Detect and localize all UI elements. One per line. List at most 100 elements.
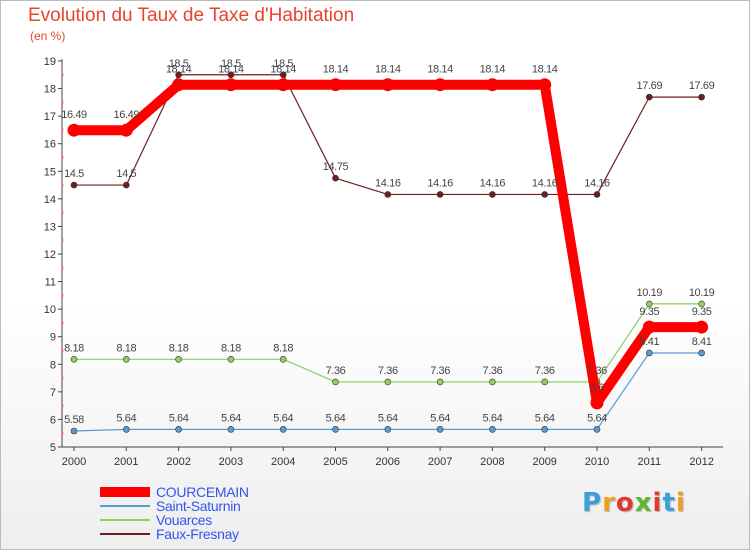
data-point — [384, 378, 392, 386]
data-label: 5.64 — [116, 412, 136, 424]
data-label: 5.64 — [326, 412, 346, 424]
x-tick-label: 2009 — [532, 456, 556, 468]
logo-letter: o — [615, 488, 635, 518]
data-point — [590, 396, 604, 410]
data-label: 18.5 — [273, 58, 293, 70]
data-point — [67, 123, 81, 137]
data-label: 5.64 — [221, 412, 241, 424]
x-tick-label: 2012 — [689, 456, 713, 468]
data-point — [538, 78, 552, 92]
legend-item-vouarces[interactable]: Vouarces — [100, 513, 249, 527]
data-label: 8.41 — [639, 336, 659, 348]
data-label: 14.16 — [532, 177, 558, 189]
x-tick-label: 2010 — [585, 456, 609, 468]
chart-title: Evolution du Taux de Taxe d'Habitation — [28, 5, 355, 26]
legend-item-faux-fresnay[interactable]: Faux-Fresnay — [100, 527, 249, 541]
data-point — [645, 93, 653, 101]
data-label: 7.36 — [378, 365, 398, 377]
data-label: 14.16 — [584, 177, 610, 189]
logo-letter: i — [652, 488, 663, 518]
data-point — [123, 356, 130, 363]
data-point — [436, 378, 444, 386]
legend-swatch-faux-fresnay — [100, 533, 150, 535]
data-point — [119, 123, 133, 137]
series-line-0 — [69, 79, 707, 408]
data-point — [436, 426, 444, 433]
data-labels-layer: 16.49 16.49 18.14 18.14 18.14 18.14 18.14 18.14… — [61, 58, 715, 426]
legend-label-courcemain: COURCEMAIN — [156, 484, 249, 500]
data-label: 8.41 — [692, 336, 712, 348]
data-point — [332, 426, 339, 433]
data-label: 14.5 — [116, 168, 136, 180]
x-tick-label: 2000 — [62, 456, 86, 468]
data-point — [384, 426, 392, 433]
legend-item-courcemain[interactable]: COURCEMAIN — [100, 485, 249, 499]
data-label: 18.14 — [532, 64, 558, 76]
chart-subtitle: (en %) — [30, 29, 66, 43]
data-label: 7.36 — [326, 365, 346, 377]
legend-swatch-courcemain — [100, 487, 150, 497]
data-label: 5.64 — [535, 412, 555, 424]
data-point — [123, 181, 130, 189]
axes: 5 6 7 8 9 10 11 12 13 14 15 16 17 18 19 2000 2001 2002 200… — [44, 56, 723, 468]
data-point — [489, 426, 496, 433]
y-tick-label: 11 — [45, 277, 56, 289]
data-point — [276, 78, 290, 92]
data-label: 5.58 — [64, 414, 84, 426]
legend-item-saint-saturnin[interactable]: Saint-Saturnin — [100, 499, 249, 513]
legend-label-faux-fresnay: Faux-Fresnay — [156, 526, 239, 542]
logo-letter: t — [662, 488, 676, 518]
y-tick-label: 8 — [50, 359, 56, 371]
data-point — [172, 78, 186, 92]
data-label: 18.14 — [323, 64, 349, 76]
data-label: 18.14 — [480, 64, 506, 76]
data-label: 18.14 — [427, 64, 453, 76]
data-label: 18.14 — [218, 64, 244, 76]
data-point — [593, 426, 601, 433]
data-label: 18.5 — [169, 58, 189, 70]
x-tick-label: 2008 — [480, 456, 504, 468]
data-point — [175, 71, 182, 79]
y-tick-label: 16 — [44, 139, 56, 151]
legend-swatch-saint-saturnin — [100, 505, 150, 507]
logo-letter: x — [634, 488, 653, 518]
data-label: 8.18 — [273, 342, 293, 354]
data-point — [70, 181, 78, 189]
data-label: 14.5 — [64, 168, 84, 180]
data-point — [332, 174, 339, 182]
data-point — [224, 78, 238, 92]
data-point — [436, 191, 444, 198]
data-point — [485, 78, 499, 92]
data-label: 7.36 — [430, 365, 450, 377]
data-label: 9.35 — [639, 306, 659, 318]
data-point — [227, 71, 235, 79]
logo-letter: i — [675, 488, 686, 518]
data-label: 18.14 — [270, 64, 296, 76]
data-label: 5.64 — [587, 412, 607, 424]
data-point — [279, 71, 287, 79]
x-tick-label: 2004 — [271, 456, 295, 468]
data-point — [695, 320, 709, 334]
data-point — [381, 78, 395, 92]
legend: COURCEMAIN Saint-Saturnin Vouarces Faux-… — [100, 485, 249, 541]
data-point — [433, 78, 447, 92]
data-label: 5.64 — [482, 412, 502, 424]
data-point — [541, 378, 549, 386]
y-tick-label: 13 — [44, 221, 56, 233]
data-point — [70, 356, 78, 363]
data-point — [698, 93, 705, 101]
data-point — [593, 191, 601, 198]
data-point — [384, 191, 392, 198]
data-point — [227, 356, 235, 363]
y-tick-label: 7 — [50, 387, 56, 399]
data-label: 5.64 — [273, 412, 293, 424]
data-point — [541, 191, 549, 198]
data-label: 8.18 — [116, 342, 136, 354]
data-point — [123, 426, 130, 433]
data-label: 7.36 — [482, 365, 502, 377]
data-point — [642, 320, 656, 334]
data-point — [645, 349, 653, 357]
y-tick-label: 19 — [44, 56, 56, 68]
legend-label-saint-saturnin: Saint-Saturnin — [156, 498, 241, 514]
